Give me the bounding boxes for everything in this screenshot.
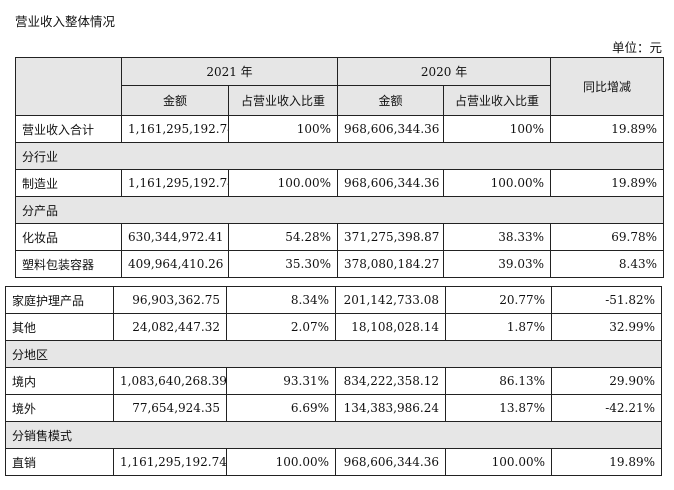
amount-2020: 378,080,184.27 [337,250,445,278]
header-share-2021: 占营业收入比重 [227,85,339,116]
amount-2020: 371,275,398.87 [337,223,445,251]
share-2020: 100% [443,115,552,143]
revenue-table-lower: 家庭护理产品 96,903,362.75 8.34% 201,142,733.0… [5,286,662,476]
table-row-other: 其他 24,082,447.32 2.07% 18,108,028.14 1.8… [5,313,662,341]
row-label: 家庭护理产品 [5,286,114,314]
yoy-change: 8.43% [550,250,665,278]
share-2021: 100.00% [227,169,339,197]
header-amount-2020: 金额 [337,85,445,116]
share-2021: 100% [227,115,339,143]
share-2020: 20.77% [445,286,552,314]
header-year-2021: 2021 年 [120,57,339,86]
share-2020: 100.00% [445,448,552,476]
unit-label: 单位：元 [611,40,662,55]
section-label: 分产品 [14,196,665,224]
share-2020: 86.13% [445,367,552,395]
share-2021: 54.28% [227,223,339,251]
amount-2021: 1,161,295,192.74 [113,448,227,476]
header-share-2020: 占营业收入比重 [443,85,552,116]
share-2021: 35.30% [227,250,339,278]
row-label: 其他 [5,313,114,341]
amount-2020: 834,222,358.12 [335,367,446,395]
amount-2020: 968,606,344.36 [337,169,445,197]
row-label: 直销 [5,448,114,476]
yoy-change: 29.90% [551,367,662,395]
section-label: 分地区 [5,340,662,368]
amount-2020: 968,606,344.36 [337,115,445,143]
header-blank-cell [15,57,122,116]
section-label: 分销售模式 [5,421,662,449]
amount-2021: 1,161,295,192.74 [121,115,229,143]
row-label: 营业收入合计 [15,115,122,143]
section-row-industry: 分行业 [14,142,665,170]
amount-2021: 630,344,972.41 [121,223,229,251]
amount-2020: 968,606,344.36 [335,448,446,476]
share-2021: 6.69% [226,394,336,422]
share-2020: 38.33% [443,223,552,251]
yoy-change: 69.78% [550,223,665,251]
share-2020: 39.03% [443,250,552,278]
amount-2021: 409,964,410.26 [121,250,229,278]
row-label: 境内 [5,367,114,395]
amount-2020: 201,142,733.08 [335,286,446,314]
yoy-change: 19.89% [551,448,662,476]
section-label: 分行业 [14,142,665,170]
amount-2021: 96,903,362.75 [113,286,227,314]
header-yoy: 同比增减 [550,57,665,116]
section-row-sales-model: 分销售模式 [5,421,662,449]
amount-2020: 18,108,028.14 [335,313,446,341]
table-row-overseas: 境外 77,654,924.35 6.69% 134,383,986.24 13… [5,394,662,422]
section-row-region: 分地区 [5,340,662,368]
table-row-home-care: 家庭护理产品 96,903,362.75 8.34% 201,142,733.0… [5,286,662,314]
amount-2021: 1,083,640,268.39 [113,367,227,395]
header-year-2020: 2020 年 [337,57,552,86]
amount-2021: 24,082,447.32 [113,313,227,341]
row-label: 境外 [5,394,114,422]
table-row-total: 营业收入合计 1,161,295,192.74 100% 968,606,344… [15,115,665,143]
table-row-domestic: 境内 1,083,640,268.39 93.31% 834,222,358.1… [5,367,662,395]
amount-2021: 77,654,924.35 [113,394,227,422]
share-2021: 2.07% [226,313,336,341]
yoy-change: 32.99% [551,313,662,341]
table-row-plastic-packaging: 塑料包装容器 409,964,410.26 35.30% 378,080,184… [15,250,665,278]
share-2020: 100.00% [443,169,552,197]
yoy-change: 19.89% [550,169,665,197]
header-amount-2021: 金额 [121,85,229,116]
amount-2020: 134,383,986.24 [335,394,446,422]
share-2020: 13.87% [445,394,552,422]
row-label: 制造业 [15,169,122,197]
yoy-change: 19.89% [550,115,665,143]
share-2021: 100.00% [226,448,336,476]
amount-2021: 1,161,295,192.74 [121,169,229,197]
table-row-manufacturing: 制造业 1,161,295,192.74 100.00% 968,606,344… [15,169,665,197]
table-row-cosmetics: 化妆品 630,344,972.41 54.28% 371,275,398.87… [15,223,665,251]
share-2021: 93.31% [226,367,336,395]
yoy-change: -51.82% [551,286,662,314]
row-label: 化妆品 [15,223,122,251]
table-row-direct-sales: 直销 1,161,295,192.74 100.00% 968,606,344.… [5,448,662,476]
row-label: 塑料包装容器 [15,250,122,278]
yoy-change: -42.21% [551,394,662,422]
share-2020: 1.87% [445,313,552,341]
share-2021: 8.34% [226,286,336,314]
section-row-product: 分产品 [14,196,665,224]
revenue-table-upper: 2021 年 2020 年 同比增减 金额 占营业收入比重 金额 占营业收入比重… [14,57,665,278]
section-title: 营业收入整体情况 [15,14,116,29]
